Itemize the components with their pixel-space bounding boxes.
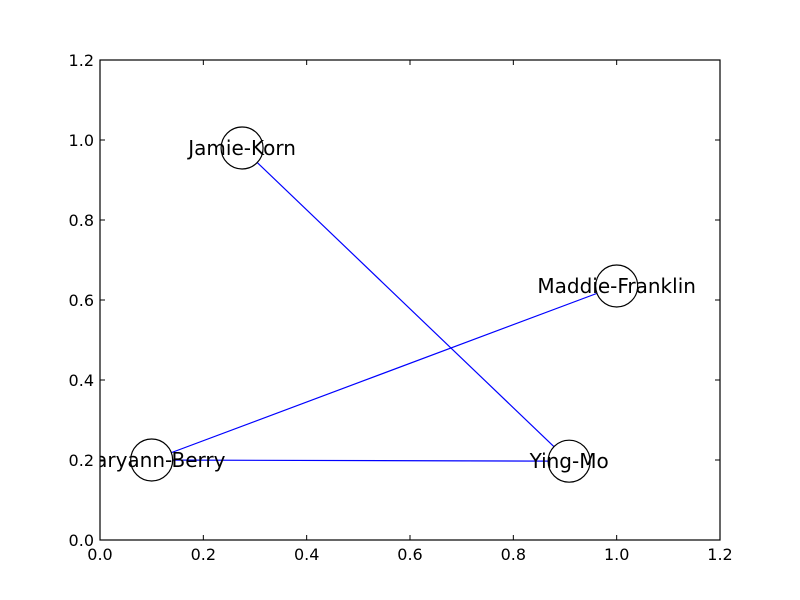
node-label-maddie: Maddie-Franklin <box>537 274 696 298</box>
node-maddie <box>595 264 639 308</box>
x-tick-label: 1.2 <box>707 545 732 564</box>
node-label-maryann: Maryann-Berry <box>78 448 226 472</box>
edge-maryann-ying <box>151 459 570 462</box>
y-tick-label: 0.2 <box>69 451 94 470</box>
x-tick-label: 0.8 <box>501 545 526 564</box>
node-ying <box>547 439 591 483</box>
x-tick-label: 0.0 <box>87 545 112 564</box>
node-maryann <box>130 438 174 482</box>
y-tick-label: 0.8 <box>69 211 94 230</box>
y-tick-label: 0.4 <box>69 371 94 390</box>
node-label-ying: Ying-Mo <box>529 449 609 473</box>
edge-maryann-maddie <box>151 285 617 461</box>
node-labels: Jamie-Korn Maddie-Franklin Maryann-Berry Yi… <box>78 136 696 473</box>
graph-nodes <box>130 126 639 483</box>
node-jamie <box>220 126 264 170</box>
y-tick-label: 1.0 <box>69 131 94 150</box>
y-tick-label: 1.2 <box>69 51 94 70</box>
tick-labels: 0.0 0.2 0.4 0.6 0.8 1.0 1.2 0.0 0.2 0.4 0.6 0.8 1.0 1… <box>69 51 733 564</box>
graph-edges <box>151 147 617 462</box>
x-tick-label: 1.0 <box>604 545 629 564</box>
axis-ticks <box>99 59 721 541</box>
node-label-jamie: Jamie-Korn <box>186 136 296 160</box>
edge-jamie-ying <box>241 147 570 462</box>
x-tick-label: 0.4 <box>294 545 319 564</box>
y-tick-label: 0.0 <box>69 531 94 550</box>
x-tick-label: 0.2 <box>191 545 216 564</box>
x-tick-label: 0.6 <box>397 545 422 564</box>
y-tick-label: 0.6 <box>69 291 94 310</box>
